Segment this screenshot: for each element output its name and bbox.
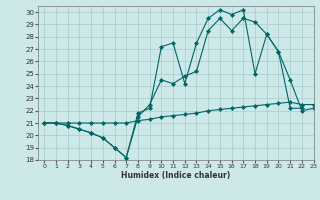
X-axis label: Humidex (Indice chaleur): Humidex (Indice chaleur) [121,171,231,180]
